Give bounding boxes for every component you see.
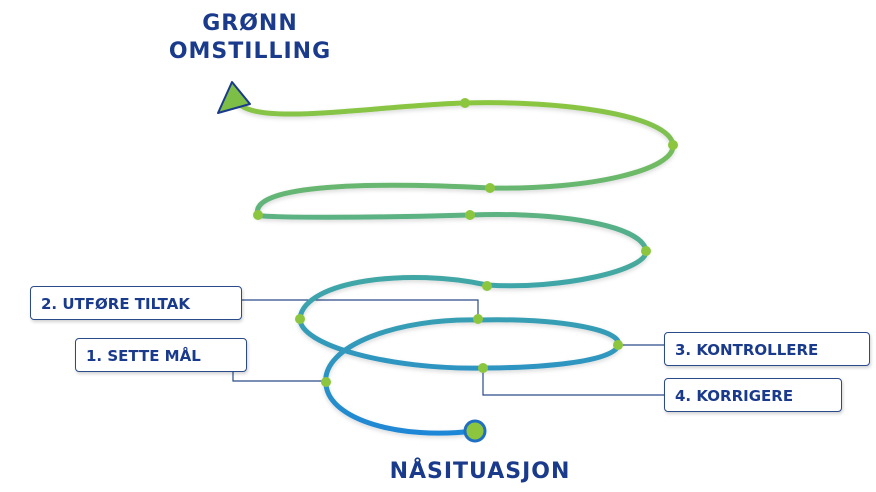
start-node-icon bbox=[463, 419, 487, 443]
connector-korrigere bbox=[482, 368, 664, 396]
connector-utfore bbox=[242, 299, 479, 318]
node-dot bbox=[295, 314, 305, 324]
node-dot bbox=[465, 210, 475, 220]
node-dot bbox=[478, 363, 488, 373]
node-dot bbox=[321, 377, 331, 387]
arrow-head-icon bbox=[217, 81, 251, 114]
node-dot bbox=[641, 246, 651, 256]
spiral-nodes bbox=[253, 98, 678, 387]
step-utfore-tiltak: 2. UTFØRE TILTAK bbox=[30, 286, 242, 320]
step-kontrollere: 3. KONTROLLERE bbox=[664, 332, 870, 366]
step-sette-mal-label: 1. SETTE MÅL bbox=[86, 347, 201, 365]
step-korrigere: 4. KORRIGERE bbox=[664, 378, 842, 412]
goal-title-line2: OMSTILLING bbox=[168, 39, 332, 64]
step-korrigere-label: 4. KORRIGERE bbox=[675, 387, 794, 405]
step-utfore-tiltak-label: 2. UTFØRE TILTAK bbox=[41, 295, 190, 313]
spiral-path bbox=[233, 97, 676, 436]
step-sette-mal: 1. SETTE MÅL bbox=[75, 338, 247, 372]
node-dot bbox=[253, 210, 263, 220]
start-title: NÅSITUASJON bbox=[389, 459, 571, 484]
goal-title: GRØNN OMSTILLING bbox=[130, 10, 370, 66]
goal-title-line1: GRØNN bbox=[202, 11, 298, 36]
node-dot bbox=[613, 340, 623, 350]
node-dot bbox=[668, 140, 678, 150]
step-kontrollere-label: 3. KONTROLLERE bbox=[675, 341, 819, 359]
connector-lines bbox=[232, 299, 664, 396]
node-dot bbox=[482, 281, 492, 291]
node-dot bbox=[485, 183, 495, 193]
node-dot bbox=[460, 98, 470, 108]
node-dot bbox=[473, 314, 483, 324]
